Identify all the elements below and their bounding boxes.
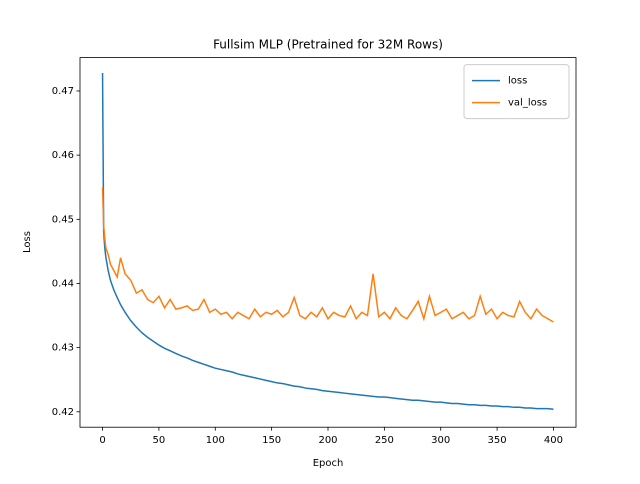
series-line <box>101 72 554 410</box>
legend-label: loss <box>508 76 527 87</box>
legend-label: val_loss <box>508 98 547 109</box>
y-tick-label: 0.42 <box>52 407 74 418</box>
x-tick-label: 400 <box>544 435 563 446</box>
y-tick-label: 0.45 <box>52 214 74 225</box>
series-line <box>101 187 554 323</box>
legend-box <box>463 64 570 120</box>
x-tick-label: 50 <box>153 435 166 446</box>
x-tick-label: 150 <box>262 435 281 446</box>
x-tick-label: 350 <box>488 435 507 446</box>
y-tick-label: 0.46 <box>52 150 74 161</box>
x-axis-label: Epoch <box>313 458 344 469</box>
y-tick-label: 0.44 <box>52 278 74 289</box>
x-tick-label: 200 <box>318 435 337 446</box>
y-tick-label: 0.43 <box>52 343 74 354</box>
y-tick-label: 0.47 <box>52 86 74 97</box>
x-tick-label: 300 <box>431 435 450 446</box>
y-axis-label: Loss <box>22 231 33 253</box>
x-tick-label: 250 <box>375 435 394 446</box>
plot-frame <box>79 57 577 428</box>
x-tick-label: 100 <box>206 435 225 446</box>
x-tick-label: 0 <box>99 435 105 446</box>
chart-title: Fullsim MLP (Pretrained for 32M Rows) <box>213 38 443 52</box>
